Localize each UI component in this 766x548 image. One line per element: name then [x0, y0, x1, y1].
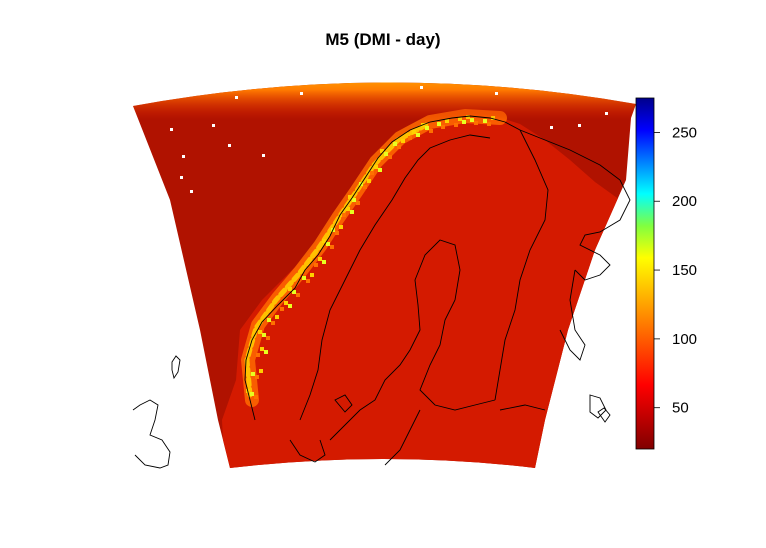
- coast-cell: [429, 129, 433, 133]
- coast-cell: [350, 210, 354, 214]
- coast-cell: [260, 347, 264, 351]
- coast-cell: [335, 231, 339, 235]
- coast-cell: [339, 225, 343, 229]
- missing-cells: [170, 86, 608, 193]
- colorbar-tick-label: 50: [672, 400, 689, 417]
- colorbar-tick-label: 250: [672, 124, 697, 141]
- map-title: M5 (DMI - day): [325, 30, 441, 49]
- white-sea-coast: [559, 269, 586, 361]
- coast-cell: [487, 122, 491, 126]
- coast-cell: [378, 168, 382, 172]
- coast-cell: [275, 315, 279, 319]
- coast-cell: [416, 133, 420, 137]
- coast-cell: [454, 123, 458, 127]
- coast-cell: [380, 149, 384, 153]
- coast-cell: [474, 121, 478, 125]
- scotland-coast: [132, 399, 171, 469]
- coast-cell: [258, 330, 262, 334]
- coast-cell: [445, 119, 449, 123]
- coast-cell: [408, 136, 412, 140]
- coast-cell: [271, 321, 275, 325]
- coast-cell: [397, 145, 401, 149]
- coast-cell: [483, 119, 487, 123]
- coast-cell: [322, 260, 326, 264]
- coast-cell: [322, 239, 326, 243]
- coast-cell: [388, 155, 392, 159]
- coast-cell: [363, 185, 367, 189]
- estonia-coast: [499, 404, 546, 411]
- country-outlines: [132, 115, 631, 469]
- coast-cell: [346, 207, 350, 211]
- sweden-east-coast: [329, 239, 461, 441]
- finland-west-coast: [419, 299, 496, 411]
- coast-cell: [352, 198, 356, 202]
- coast-cell: [437, 122, 441, 126]
- coast-cell: [401, 139, 405, 143]
- coast-cell: [306, 279, 310, 283]
- coast-cell: [296, 293, 300, 297]
- coast-cell: [266, 336, 270, 340]
- colorbar-tick-label: 100: [672, 331, 697, 348]
- coast-cell: [255, 375, 259, 379]
- baltic-south-coast: [384, 409, 421, 466]
- coast-cell: [280, 307, 284, 311]
- coast-cell: [330, 245, 334, 249]
- shetland-islands: [171, 355, 181, 380]
- colorbar-ticks: 50 100 150 200 250: [654, 124, 697, 417]
- coast-cell: [254, 395, 258, 399]
- coast-cell: [302, 276, 306, 280]
- coast-cell: [441, 125, 445, 129]
- colorbar-tick-label: 150: [672, 262, 697, 279]
- coast-cell: [326, 242, 330, 246]
- coast-cell: [374, 165, 378, 169]
- coast-cell: [250, 392, 254, 396]
- finland-russia-border: [494, 129, 549, 401]
- coast-cell: [251, 372, 255, 376]
- coast-cell: [256, 353, 260, 357]
- coast-cell: [288, 287, 292, 291]
- colorbar: 50 100 150 200 250: [635, 97, 697, 450]
- denmark-coast: [289, 439, 326, 463]
- coast-cell: [412, 130, 416, 134]
- coast-cell: [393, 142, 397, 146]
- kola-coast: [519, 129, 631, 281]
- coast-cell: [310, 273, 314, 277]
- norway-coastline: [244, 115, 521, 421]
- coast-cell: [462, 120, 466, 124]
- coast-speckle: [246, 115, 495, 399]
- coast-cell: [259, 369, 263, 373]
- colorbar-scale: [635, 97, 655, 450]
- coast-cell: [384, 152, 388, 156]
- coast-cell: [288, 304, 292, 308]
- model-domain-field: [133, 82, 636, 468]
- coast-cell: [348, 195, 352, 199]
- coast-cell: [264, 350, 268, 354]
- coast-cell: [342, 213, 346, 217]
- coast-cell: [314, 263, 318, 267]
- lake-vanern: [334, 394, 353, 413]
- norway-sweden-border: [299, 134, 491, 421]
- coast-cell: [262, 333, 266, 337]
- land-field: [222, 114, 636, 468]
- arctic-island: [597, 407, 611, 423]
- lake-ladoga: [589, 394, 607, 419]
- coast-cell: [292, 290, 296, 294]
- colorbar-tick-label: 200: [672, 193, 697, 210]
- coast-cell: [356, 201, 360, 205]
- coast-cell: [267, 318, 271, 322]
- coast-cell: [370, 171, 374, 175]
- coast-cell: [318, 257, 322, 261]
- north-edge-band: [133, 82, 636, 120]
- coast-cell: [367, 179, 371, 183]
- coast-cell: [425, 126, 429, 130]
- coast-cell: [284, 301, 288, 305]
